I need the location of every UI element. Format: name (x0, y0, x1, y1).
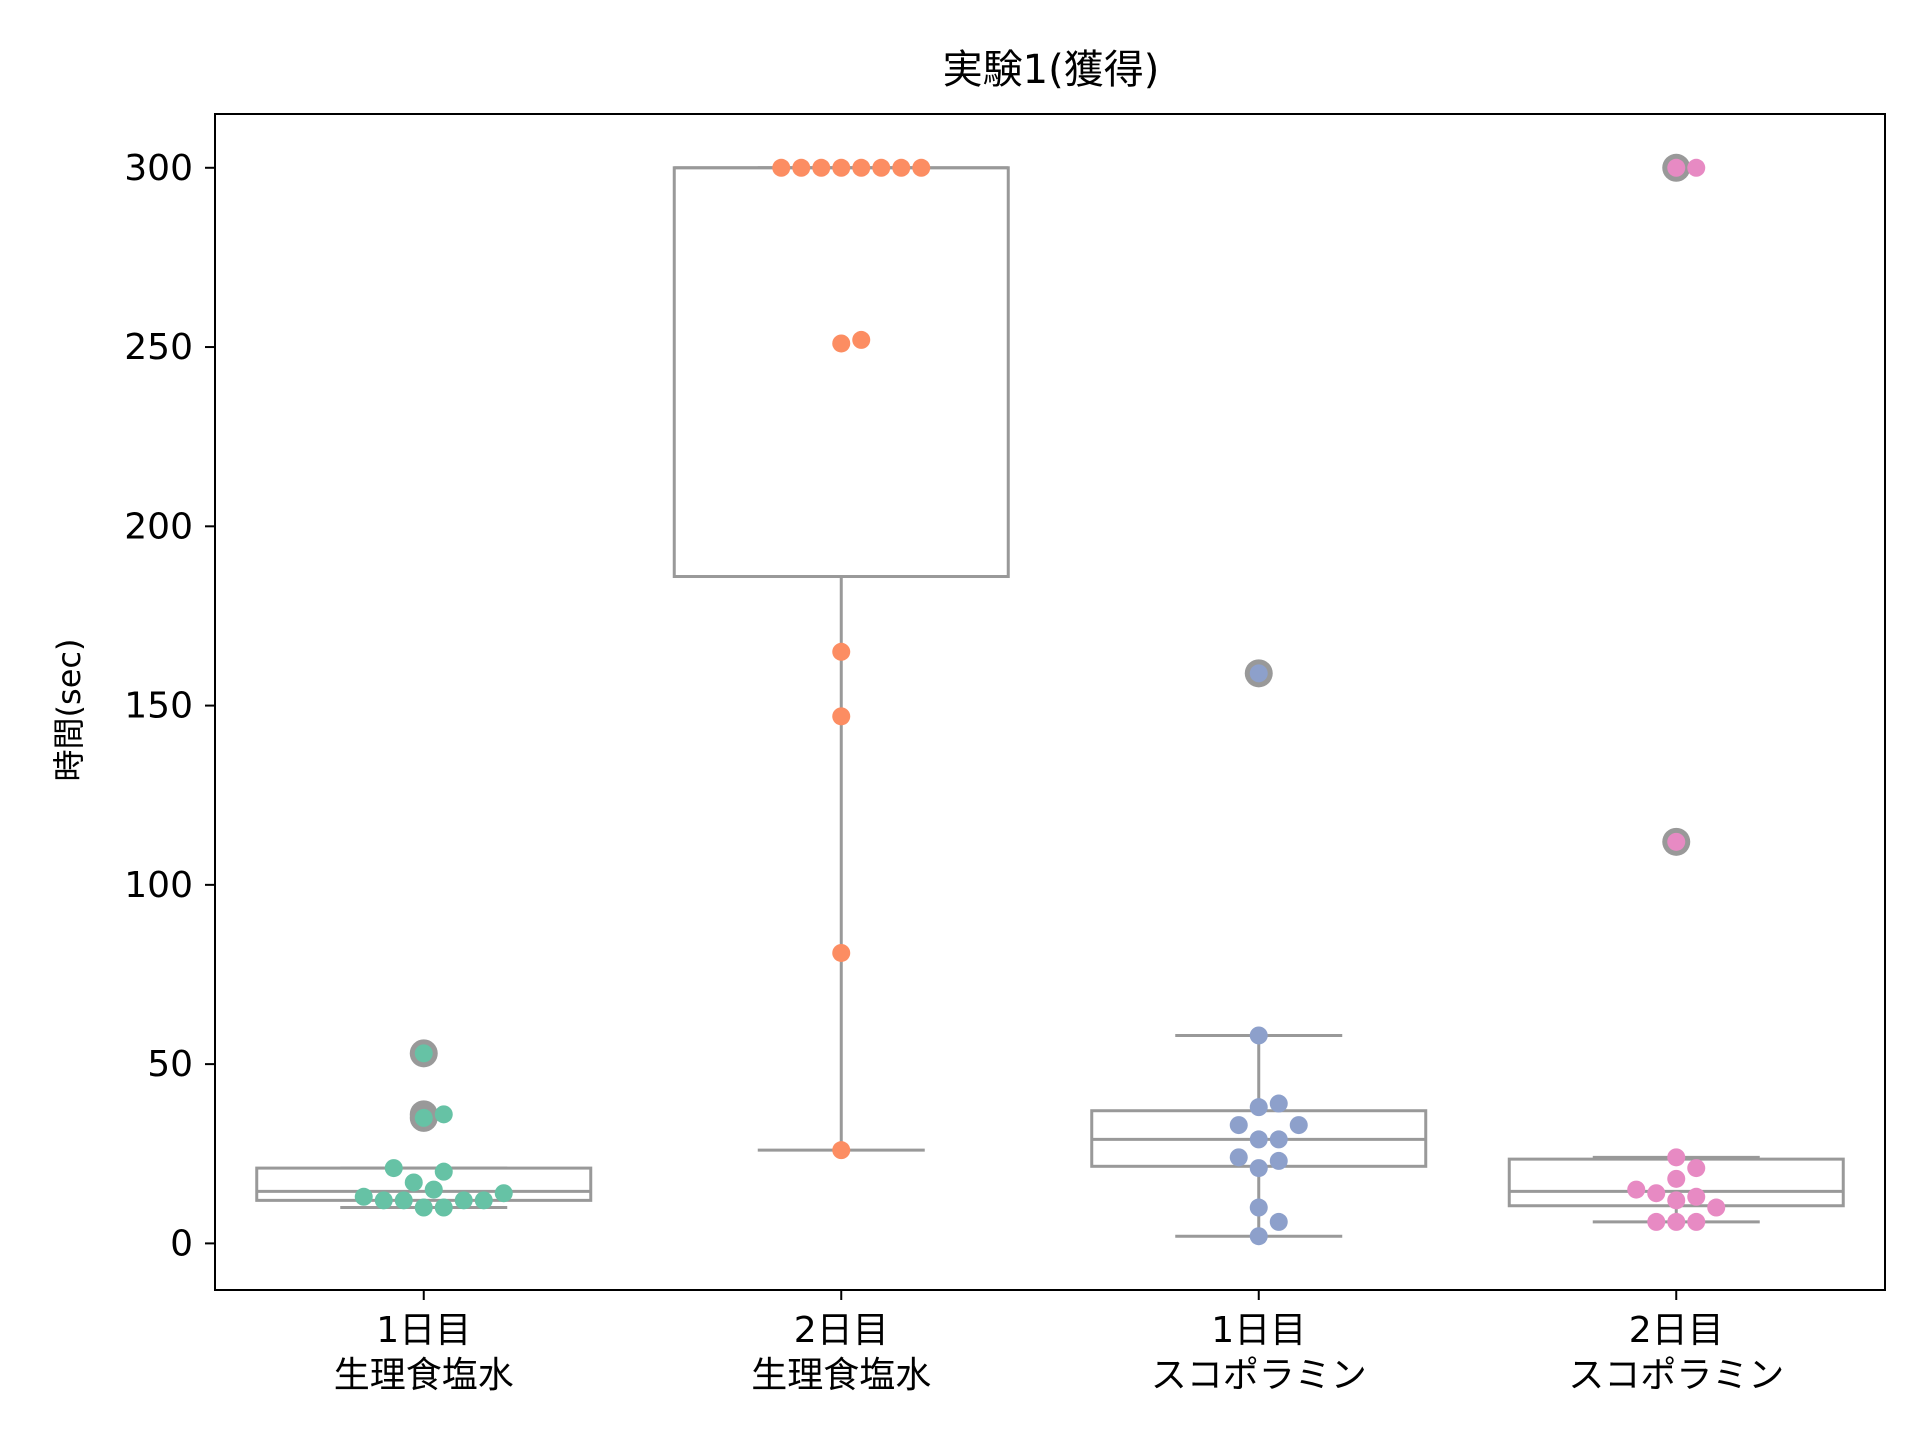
y-tick-label: 300 (124, 148, 193, 189)
data-point (414, 1198, 433, 1217)
data-point (1667, 1169, 1686, 1188)
data-point (1667, 1212, 1686, 1231)
data-point (1249, 1198, 1268, 1217)
data-point (1269, 1212, 1288, 1231)
y-tick-label: 200 (124, 506, 193, 547)
y-tick-label: 250 (124, 327, 193, 368)
data-point (912, 158, 931, 177)
x-tick-label-line2: 生理食塩水 (751, 1355, 931, 1396)
y-axis-title: 時間(sec) (50, 639, 88, 782)
x-tick-label-line1: 1日目 (376, 1310, 471, 1351)
x-tick-label-line2: 生理食塩水 (334, 1355, 514, 1396)
data-point (1707, 1198, 1726, 1217)
data-point (404, 1173, 423, 1192)
data-point (1647, 1184, 1666, 1203)
data-point (414, 1044, 433, 1063)
plot-area (255, 153, 1845, 1246)
data-point (1249, 1130, 1268, 1149)
data-point (792, 158, 811, 177)
y-tick-label: 150 (124, 686, 193, 727)
data-point (1687, 1187, 1706, 1206)
box-group (1507, 153, 1845, 1231)
y-tick-label: 100 (124, 865, 193, 906)
x-tick-label-line1: 1日目 (1211, 1310, 1306, 1351)
box-group (1090, 659, 1428, 1246)
y-tick-label: 50 (147, 1044, 193, 1085)
data-point (892, 158, 911, 177)
data-point (1667, 1191, 1686, 1210)
data-point (1667, 158, 1686, 177)
data-point (1687, 158, 1706, 177)
x-tick-label-line1: 2日目 (1629, 1310, 1724, 1351)
x-tick-label-line2: スコポラミン (1151, 1355, 1367, 1396)
data-point (832, 707, 851, 726)
data-point (1687, 1159, 1706, 1178)
data-point (1627, 1180, 1646, 1199)
data-point (832, 943, 851, 962)
data-point (1249, 1098, 1268, 1117)
data-point (1269, 1130, 1288, 1149)
data-point (832, 158, 851, 177)
data-point (812, 158, 831, 177)
data-point (424, 1180, 443, 1199)
data-point (872, 158, 891, 177)
data-point (474, 1191, 493, 1210)
data-point (434, 1198, 453, 1217)
data-point (354, 1187, 373, 1206)
data-point (1249, 664, 1268, 683)
data-point (772, 158, 791, 177)
data-point (1229, 1148, 1248, 1167)
data-point (832, 334, 851, 353)
plot-frame (214, 113, 1886, 1291)
data-point (434, 1162, 453, 1181)
y-axis: 0 50 100 150 200 250 300 (124, 148, 215, 1264)
box-group (255, 1039, 593, 1217)
data-point (1667, 1148, 1686, 1167)
x-tick-label-line2: スコポラミン (1568, 1355, 1784, 1396)
data-point (832, 1141, 851, 1160)
data-point (1269, 1151, 1288, 1170)
data-point (384, 1159, 403, 1178)
data-point (454, 1191, 473, 1210)
data-point (1667, 832, 1686, 851)
x-tick-label-line1: 2日目 (794, 1310, 889, 1351)
data-point (1269, 1094, 1288, 1113)
data-point (852, 330, 871, 349)
box-group (672, 158, 1010, 1160)
data-point (494, 1184, 513, 1203)
data-point (1249, 1159, 1268, 1178)
chart-title: 実験1(獲得) (943, 47, 1160, 93)
y-tick-label: 0 (170, 1223, 193, 1264)
data-point (1249, 1227, 1268, 1246)
box-body (255, 1166, 593, 1202)
data-point (1229, 1116, 1248, 1135)
data-point (374, 1191, 393, 1210)
data-point (1687, 1212, 1706, 1231)
data-point (1249, 1026, 1268, 1045)
data-point (1289, 1116, 1308, 1135)
data-point (832, 642, 851, 661)
data-point (852, 158, 871, 177)
data-point (414, 1108, 433, 1127)
data-point (434, 1105, 453, 1124)
data-point (394, 1191, 413, 1210)
data-point (1647, 1212, 1666, 1231)
box-body (672, 166, 1010, 579)
